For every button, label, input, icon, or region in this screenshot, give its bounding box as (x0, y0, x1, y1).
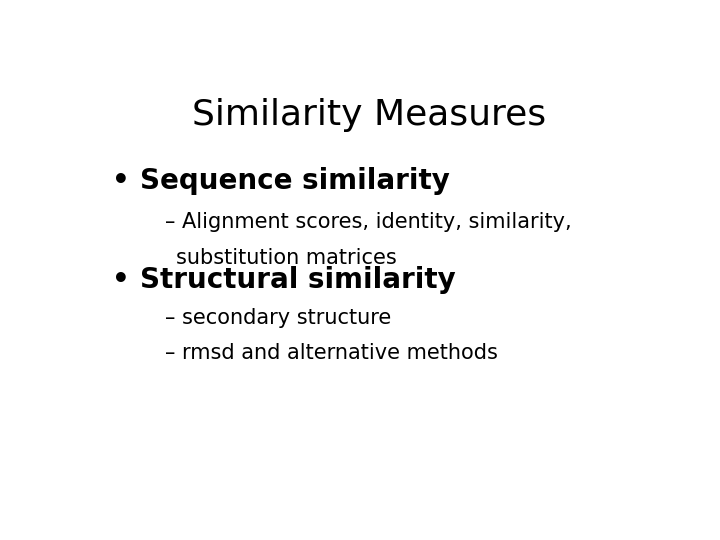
Text: – secondary structure: – secondary structure (166, 308, 392, 328)
Text: Similarity Measures: Similarity Measures (192, 98, 546, 132)
Text: – rmsd and alternative methods: – rmsd and alternative methods (166, 343, 498, 363)
Text: •: • (112, 266, 130, 294)
Text: Structural similarity: Structural similarity (140, 266, 456, 294)
Text: – Alignment scores, identity, similarity,: – Alignment scores, identity, similarity… (166, 212, 572, 232)
Text: substitution matrices: substitution matrices (176, 248, 397, 268)
Text: Sequence similarity: Sequence similarity (140, 167, 450, 195)
Text: •: • (112, 167, 130, 195)
